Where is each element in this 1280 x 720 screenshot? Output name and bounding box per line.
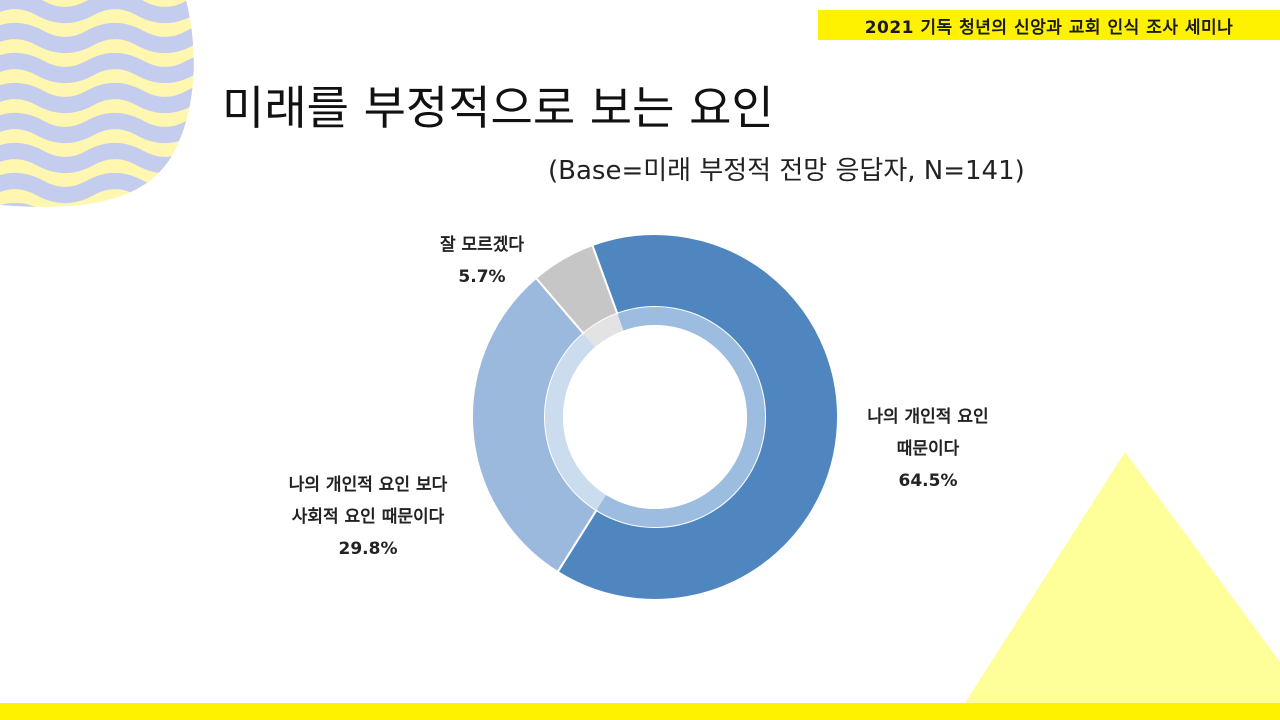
donut-slice-inner-ring — [596, 307, 765, 528]
wave-line — [0, 23, 194, 53]
seminar-badge: 2021 기독 청년의 신앙과 교회 인식 조사 세미나 — [818, 10, 1280, 40]
wave-line — [0, 113, 194, 143]
wave-line — [0, 173, 194, 203]
slice-label: 잘 모르겠다 5.7% — [440, 234, 524, 287]
slice-label: 나의 개인적 요인 때문이다 64.5% — [867, 407, 988, 491]
wave-line — [0, 0, 194, 23]
wave-line — [0, 83, 194, 113]
wave-line — [0, 53, 194, 83]
wave-line — [0, 143, 194, 173]
page-title: 미래를 부정적으로 보는 요인 — [222, 81, 774, 135]
slice-label: 나의 개인적 요인 보다 사회적 요인 때문이다 29.8% — [289, 475, 448, 559]
bottom-bar — [0, 703, 1280, 720]
donut-slice-inner-ring — [583, 313, 624, 348]
donut-hole — [563, 325, 747, 509]
wave-decoration — [0, 0, 194, 207]
donut-slice-inner-ring — [545, 333, 607, 511]
base-note: (Base=미래 부정적 전망 응답자, N=141) — [548, 156, 1025, 186]
